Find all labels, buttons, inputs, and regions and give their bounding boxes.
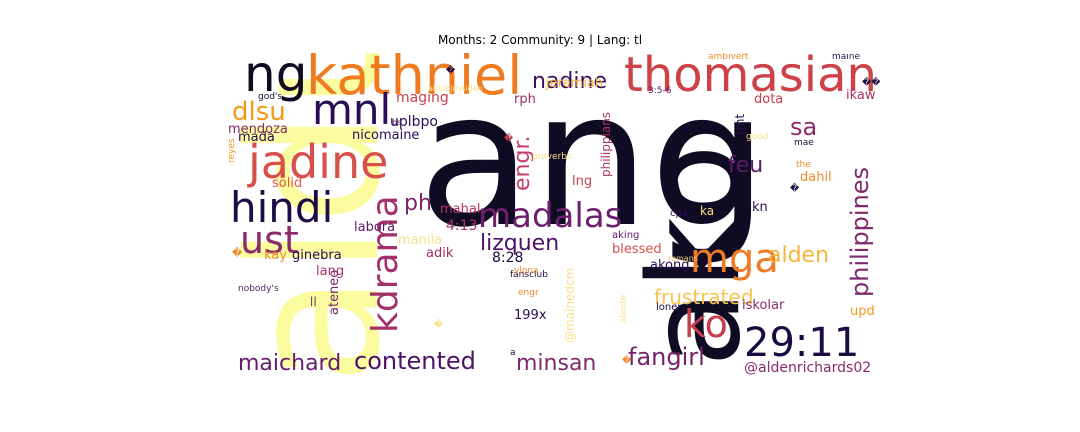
word: mae [794, 138, 814, 148]
word: ka [700, 204, 715, 218]
word: nadine [532, 69, 607, 94]
word: maging [396, 90, 449, 106]
word: good [746, 132, 769, 142]
word: philippines [846, 166, 874, 297]
word: mendoza [228, 122, 288, 137]
word: proverbs [532, 152, 572, 162]
word: a [510, 348, 516, 358]
word: solid [272, 176, 303, 191]
word: manila [398, 233, 443, 248]
word: ikaw [846, 88, 876, 103]
word: � [504, 134, 514, 144]
word: kay [264, 248, 287, 263]
word: adik [426, 246, 454, 261]
word: ko [684, 302, 728, 346]
word: nobody's [238, 284, 279, 294]
word: upd [850, 304, 875, 319]
word: alden [768, 243, 830, 268]
word: blessed [612, 242, 662, 257]
word: dahil [800, 170, 832, 185]
word: the [796, 160, 811, 170]
word: ang [418, 53, 768, 268]
word-cloud: ang aldub ako kathniel thomasian ng jadi… [228, 53, 880, 379]
word: �� [862, 78, 880, 88]
word: lizquen [480, 231, 560, 256]
word: mnl [312, 85, 392, 134]
word: ylona [514, 266, 539, 276]
word: fansclub [510, 270, 548, 280]
word: � [232, 248, 243, 259]
word: 8:28 [492, 250, 524, 266]
word: rmt [733, 113, 747, 135]
word: || [310, 296, 317, 307]
word: jeremiah [546, 76, 604, 91]
word: @aldenrichards02 [744, 360, 872, 376]
word: fangirl [628, 343, 705, 371]
word: 199x [514, 308, 547, 323]
word: contented [354, 347, 476, 375]
word: ust [240, 218, 299, 262]
word: engr [518, 288, 539, 298]
word: ateneo [327, 269, 342, 315]
word: kathniel [306, 53, 523, 107]
word: nicomaine [352, 128, 420, 143]
word: ambivert [708, 53, 749, 62]
word: alonte [619, 294, 629, 323]
word: � [434, 320, 444, 330]
word: lng [572, 174, 593, 189]
word: mada [238, 130, 275, 145]
word: reyes [228, 138, 237, 163]
word: � [790, 184, 800, 194]
word: thomasian [624, 53, 877, 103]
word: uplbpo [390, 114, 438, 130]
word: sa [790, 113, 818, 141]
word: maine [832, 53, 861, 62]
word: jadine [248, 135, 389, 189]
word: ng [244, 53, 308, 103]
word: 3:5-6 [648, 86, 672, 96]
word: mahal [440, 202, 481, 217]
word: iskolar [742, 298, 785, 313]
word: dota [754, 92, 784, 107]
word: aldubjmaiden [428, 84, 483, 93]
word: cpa [670, 208, 688, 219]
word: frustrated [654, 285, 754, 309]
word: kdrama [365, 195, 406, 333]
word: 29:11 [744, 320, 860, 366]
word: loner [656, 302, 682, 313]
word: dlsu [232, 97, 286, 127]
word: rph [514, 92, 536, 107]
word: god's [258, 92, 283, 102]
word: ig: [477, 161, 487, 173]
word: 4:13 [446, 218, 478, 234]
word: maichard [238, 351, 342, 376]
figure-title: Months: 2 Community: 9 | Lang: tl [437, 33, 643, 47]
word: @mainedcm [563, 267, 577, 343]
word: philippians [599, 111, 613, 177]
word: lang [316, 264, 345, 279]
word: kn [752, 200, 768, 215]
word: labora [354, 220, 396, 235]
word: romans [668, 254, 698, 263]
word: bs [392, 118, 402, 127]
word: aking [612, 230, 640, 241]
word: ginebra [292, 248, 342, 263]
word: madalas [478, 196, 623, 236]
word: feu [728, 153, 764, 178]
word: ph [404, 191, 432, 216]
word: akong [650, 258, 690, 273]
word: � [446, 66, 456, 76]
word: engr. [510, 135, 535, 191]
word: mga [690, 236, 779, 282]
word: � [622, 356, 632, 366]
word: minsan [516, 351, 597, 376]
word: hindi [230, 183, 334, 232]
